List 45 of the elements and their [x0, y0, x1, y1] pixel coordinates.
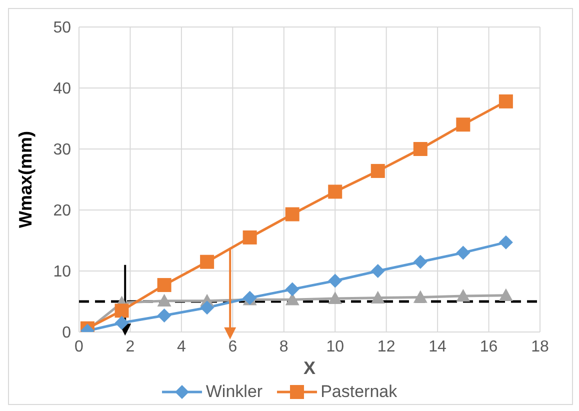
- point: [498, 235, 513, 250]
- x-tick-label: 10: [326, 338, 344, 356]
- x-tick-label: 4: [176, 338, 186, 356]
- x-tick-label: 16: [480, 338, 498, 356]
- y-tick-label: 30: [53, 142, 72, 159]
- y-tick-label: 50: [53, 20, 72, 37]
- legend-label: Winkler: [206, 382, 263, 402]
- point: [157, 278, 172, 292]
- point: [328, 274, 342, 288]
- point: [456, 246, 470, 260]
- x-tick-label: 6: [228, 338, 238, 356]
- point: [114, 316, 129, 330]
- point: [328, 291, 342, 304]
- point: [285, 207, 300, 222]
- y-tick-label: 0: [62, 324, 72, 342]
- point: [200, 254, 214, 269]
- y-axis-title: Wmax(mm): [15, 130, 36, 228]
- x-tick-label: 8: [279, 338, 288, 356]
- point: [157, 308, 172, 323]
- point: [370, 290, 385, 304]
- y-tick-label: 40: [53, 80, 72, 98]
- point: [413, 254, 428, 269]
- x-tick-label: 12: [377, 338, 396, 356]
- y-tick-label: 10: [53, 264, 72, 281]
- point: [370, 264, 385, 278]
- x-tick-label: 18: [531, 338, 549, 356]
- point: [157, 294, 172, 306]
- point: [456, 289, 470, 302]
- legend-label: Pasternak: [320, 382, 398, 402]
- point: [285, 282, 300, 296]
- x-tick-label: 14: [428, 338, 447, 356]
- point: [370, 164, 385, 178]
- x-tick-label: 0: [74, 338, 84, 356]
- point: [242, 230, 257, 244]
- point: [413, 290, 428, 303]
- y-tick-label: 20: [53, 202, 72, 220]
- point: [456, 118, 470, 132]
- point: [328, 184, 342, 199]
- point: [413, 142, 428, 156]
- point: [114, 304, 129, 318]
- point: [200, 300, 214, 315]
- point: [498, 288, 513, 301]
- x-tick-label: 2: [126, 338, 135, 356]
- x-axis-title: X: [303, 358, 316, 378]
- point: [498, 94, 513, 108]
